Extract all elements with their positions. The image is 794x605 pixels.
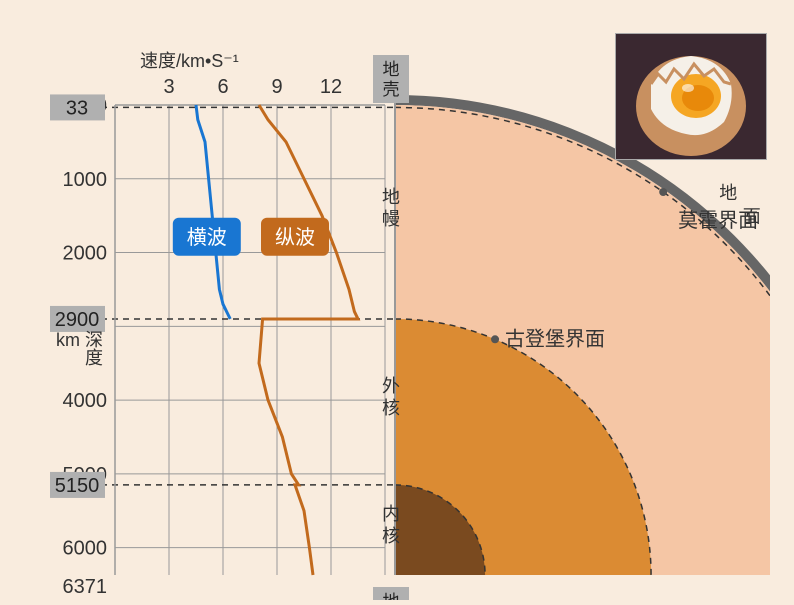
svg-text:核: 核 bbox=[382, 398, 400, 418]
egg-photo bbox=[615, 33, 767, 160]
svg-text:幔: 幔 bbox=[382, 209, 400, 229]
svg-text:地: 地 bbox=[383, 60, 400, 79]
gutenberg-label: 古登堡界面 bbox=[505, 327, 605, 350]
earth-quarter: 莫霍界面古登堡界面地面 bbox=[395, 99, 770, 575]
svg-text:6: 6 bbox=[217, 76, 228, 98]
svg-text:9: 9 bbox=[271, 76, 282, 98]
chart-grid bbox=[68, 105, 395, 575]
svg-text:4000: 4000 bbox=[63, 390, 108, 412]
svg-text:2900: 2900 bbox=[55, 309, 100, 331]
svg-text:6371: 6371 bbox=[63, 576, 108, 598]
y-axis-label: 深度km bbox=[56, 330, 106, 366]
svg-text:12: 12 bbox=[320, 76, 342, 98]
svg-text:33: 33 bbox=[66, 97, 88, 119]
svg-text:外: 外 bbox=[382, 376, 400, 396]
svg-text:壳: 壳 bbox=[383, 80, 400, 99]
p-wave-curve bbox=[259, 105, 358, 575]
x-axis-label: 速度/km•S⁻¹ bbox=[140, 51, 239, 71]
svg-text:地: 地 bbox=[382, 187, 400, 207]
svg-text:6000: 6000 bbox=[63, 538, 108, 560]
svg-text:地: 地 bbox=[719, 183, 737, 203]
svg-text:地: 地 bbox=[383, 592, 400, 600]
svg-text:面: 面 bbox=[743, 207, 761, 227]
svg-text:内: 内 bbox=[382, 504, 400, 524]
svg-text:纵波: 纵波 bbox=[275, 226, 315, 249]
svg-text:3: 3 bbox=[163, 76, 174, 98]
svg-text:2000: 2000 bbox=[63, 243, 108, 265]
s-wave-curve bbox=[196, 105, 230, 319]
svg-text:1000: 1000 bbox=[63, 169, 108, 191]
svg-text:5150: 5150 bbox=[55, 475, 100, 497]
svg-text:核: 核 bbox=[382, 526, 400, 546]
svg-text:横波: 横波 bbox=[187, 226, 227, 249]
